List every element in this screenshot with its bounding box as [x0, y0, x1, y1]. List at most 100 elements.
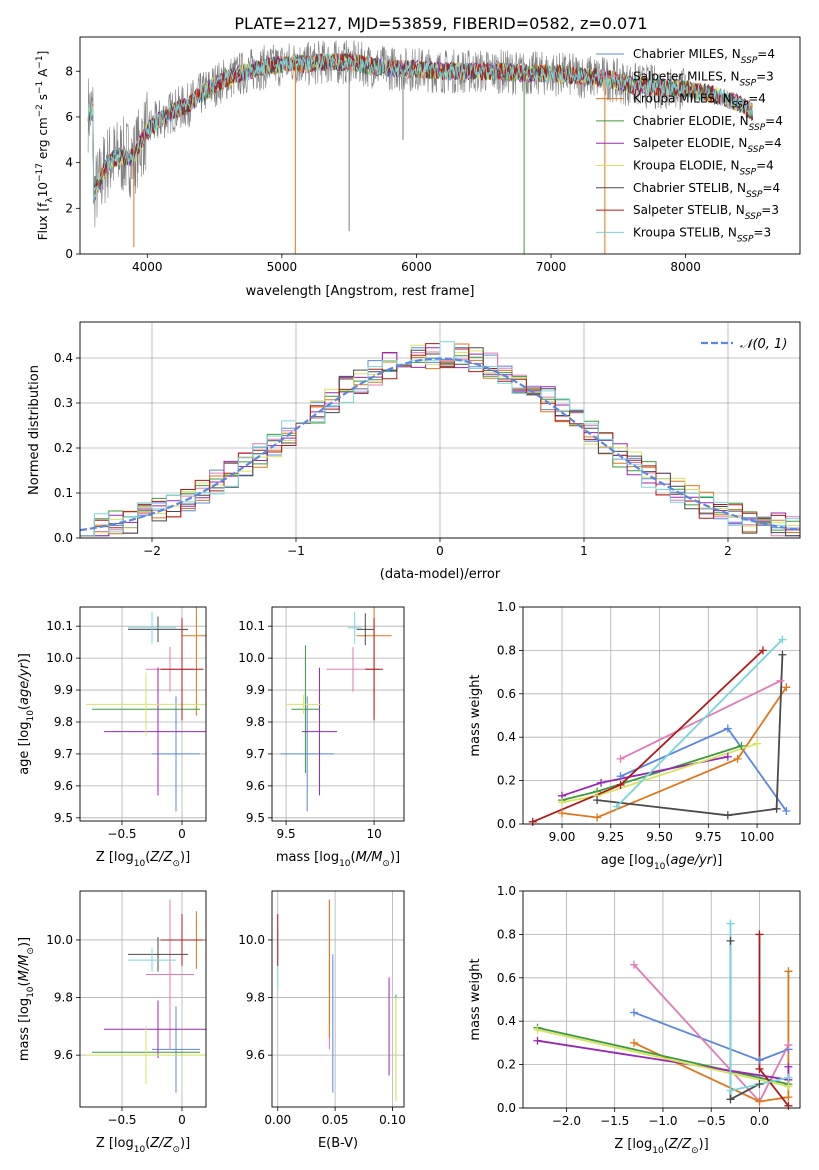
- x-tick-label: 9.00: [549, 830, 576, 844]
- y-tick-label: 0.2: [497, 1058, 516, 1072]
- y-tick-label: 9.9: [54, 683, 73, 697]
- weight-marker: [616, 772, 625, 781]
- x-axis-label: Z [log10(Z/Z⊙)]: [614, 1137, 708, 1156]
- weight-marker: [528, 817, 537, 826]
- weight-marker: [558, 809, 567, 818]
- weight-marker: [755, 930, 764, 939]
- x-tick-label: 10: [366, 827, 381, 841]
- y-tick-label: 10.0: [46, 651, 73, 665]
- axes-frame: [79, 606, 207, 822]
- x-tick-label: 0.10: [379, 1113, 406, 1127]
- y-tick-label: 9.5: [246, 811, 265, 825]
- legend-label: Salpeter ELODIE, NSSP=4: [633, 136, 782, 155]
- weight-marker: [616, 754, 625, 763]
- y-tick-label: 10.1: [238, 619, 265, 633]
- x-axis-label: Z [log10(Z/Z⊙)]: [96, 1136, 190, 1155]
- plot-area: [86, 607, 206, 812]
- weight-marker: [558, 798, 567, 807]
- panel-spectrum: 4000 5000 6000 7000 8000 0 2 4 6 8 wavelength [Ang…: [35, 36, 801, 299]
- weight-marker: [784, 967, 793, 976]
- weight-marker: [784, 1062, 793, 1071]
- weight-marker: [782, 806, 791, 815]
- x-tick-label: −1.0: [648, 1114, 677, 1128]
- y-tick-label: 9.8: [246, 991, 265, 1005]
- y-tick-label: 6: [65, 110, 73, 124]
- x-axis-label: mass [log10(M/M⊙)]: [276, 850, 400, 869]
- weight-marker: [784, 1041, 793, 1050]
- y-axis-label: mass weight: [468, 958, 483, 1040]
- weight-marker: [723, 752, 732, 761]
- model-spectrum-kroupa-stelib: [87, 53, 753, 201]
- y-tick-label: 9.8: [54, 991, 73, 1005]
- y-tick-label: 0.8: [497, 643, 516, 657]
- panel-weight-vs-age: 9.00 9.25 9.50 9.75 10.00 0.0 0.2 0.4 0.6 0.8 1.0 a…: [468, 600, 801, 872]
- y-tick-label: 9.5: [54, 811, 73, 825]
- weight-marker: [593, 813, 602, 822]
- axes-frame: [79, 890, 207, 1108]
- x-tick-label: −2: [143, 544, 161, 558]
- weight-marker: [737, 741, 746, 750]
- x-tick-label: 7000: [536, 260, 567, 274]
- weight-marker: [726, 1095, 735, 1104]
- chart-layer: 4000 5000 6000 7000 8000 0 2 4 6 8 wavelength [Ang…: [17, 36, 801, 1156]
- y-tick-label: 10.1: [46, 619, 73, 633]
- y-axis-label: age [log10(age/yr)]: [17, 653, 36, 775]
- weight-marker: [784, 1082, 793, 1091]
- plot-area: [277, 899, 397, 1102]
- weight-marker: [784, 1073, 793, 1082]
- x-tick-label: 0: [178, 1113, 186, 1127]
- x-tick-label: 0.05: [322, 1113, 349, 1127]
- weight-marker: [723, 811, 732, 820]
- y-tick-label: 0.2: [497, 774, 516, 788]
- legend-label: Chabrier MILES, NSSP=4: [633, 47, 775, 66]
- weight-marker: [784, 1101, 793, 1110]
- y-tick-label: 10.0: [238, 933, 265, 947]
- weight-marker: [776, 676, 785, 685]
- y-tick-label: 9.6: [54, 779, 73, 793]
- y-axis-label: mass weight: [468, 674, 483, 756]
- axes-frame: [79, 321, 801, 539]
- y-tick-label: 0: [65, 247, 73, 261]
- y-tick-label: 0.0: [54, 531, 73, 545]
- weight-marker: [755, 1097, 764, 1106]
- weight-marker: [593, 796, 602, 805]
- x-axis-label: wavelength [Angstrom, rest frame]: [246, 284, 475, 299]
- x-tick-label: 5000: [267, 260, 298, 274]
- y-tick-label: 0.8: [497, 927, 516, 941]
- weight-line-salpeter-miles: [620, 679, 781, 760]
- panel-mass-vs-ebv: 0.00 0.05 0.10 9.6 9.8 10.0 E(B-V): [238, 890, 406, 1151]
- weight-marker: [755, 1056, 764, 1065]
- weight-line-kroupa-elodie: [537, 1029, 789, 1088]
- axes-frame: [271, 890, 405, 1108]
- y-axis-label: mass [log10(M/M⊙)]: [17, 937, 36, 1061]
- weight-line-kroupa-miles: [633, 971, 790, 1103]
- x-tick-label: 2: [724, 544, 732, 558]
- histogram-kroupa-stelib: [80, 341, 800, 537]
- weight-marker: [533, 1025, 542, 1034]
- y-tick-label: 0.0: [497, 817, 516, 831]
- x-tick-label: 6000: [401, 260, 432, 274]
- x-axis-label: age [log10(age/yr)]: [601, 853, 723, 872]
- weight-marker: [778, 635, 787, 644]
- panel-residuals: −2 −1 0 1 2 0.0 0.1 0.2 0.3 0.4 𝒩(0, 1) (data-model…: [27, 321, 801, 582]
- y-tick-label: 0.0: [497, 1101, 516, 1115]
- legend-label: Kroupa STELIB, NSSP=3: [633, 225, 771, 244]
- plot-area: [87, 40, 753, 254]
- legend-label: Salpeter MILES, NSSP=3: [633, 69, 774, 88]
- y-tick-label: 9.8: [246, 715, 265, 729]
- axes-frame: [79, 36, 801, 255]
- x-tick-label: 0.00: [264, 1113, 291, 1127]
- x-tick-label: −2.0: [552, 1114, 581, 1128]
- y-tick-label: 9.7: [54, 747, 73, 761]
- weight-marker: [723, 724, 732, 733]
- y-axis-label: Normed distribution: [27, 365, 42, 495]
- x-tick-label: −0.5: [697, 1114, 726, 1128]
- weight-marker: [629, 960, 638, 969]
- panel-mass-vs-Z: −0.5 0 9.6 9.8 10.0 Z [log10(Z/Z⊙)] mass [log1…: [17, 890, 207, 1155]
- panel-age-vs-mass: 9.5 10 9.5 9.6 9.7 9.8 9.9 10.0 10.1 mass [log10(…: [238, 606, 405, 869]
- weight-line-chabrier-miles: [620, 727, 788, 812]
- x-tick-label: −0.5: [107, 1113, 136, 1127]
- weight-marker: [772, 804, 781, 813]
- weight-marker: [784, 1093, 793, 1102]
- y-tick-label: 4: [65, 156, 73, 170]
